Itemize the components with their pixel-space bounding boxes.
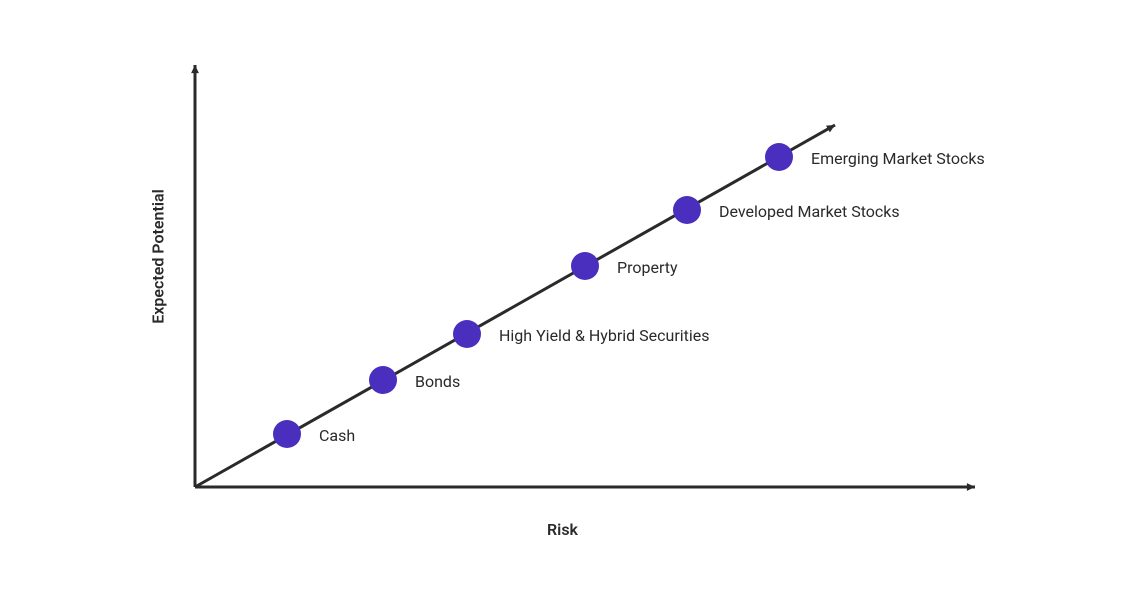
- data-point-label: Cash: [319, 426, 355, 445]
- data-point: [273, 420, 301, 448]
- data-point: [673, 196, 701, 224]
- chart-svg: [0, 0, 1121, 585]
- data-point-label: Developed Market Stocks: [719, 202, 900, 221]
- data-point-label: Property: [617, 258, 678, 277]
- x-axis-label: Risk: [547, 520, 578, 539]
- y-axis-label: Expected Potential: [149, 189, 168, 323]
- risk-return-chart: Expected Potential Risk Cash Bonds High Yi…: [0, 0, 1121, 585]
- data-point: [765, 143, 793, 171]
- data-point-label: Bonds: [415, 372, 460, 391]
- data-point-label: Emerging Market Stocks: [811, 149, 985, 168]
- data-point: [453, 320, 481, 348]
- data-point-label: High Yield & Hybrid Securities: [499, 326, 710, 345]
- data-point: [369, 366, 397, 394]
- data-point: [571, 252, 599, 280]
